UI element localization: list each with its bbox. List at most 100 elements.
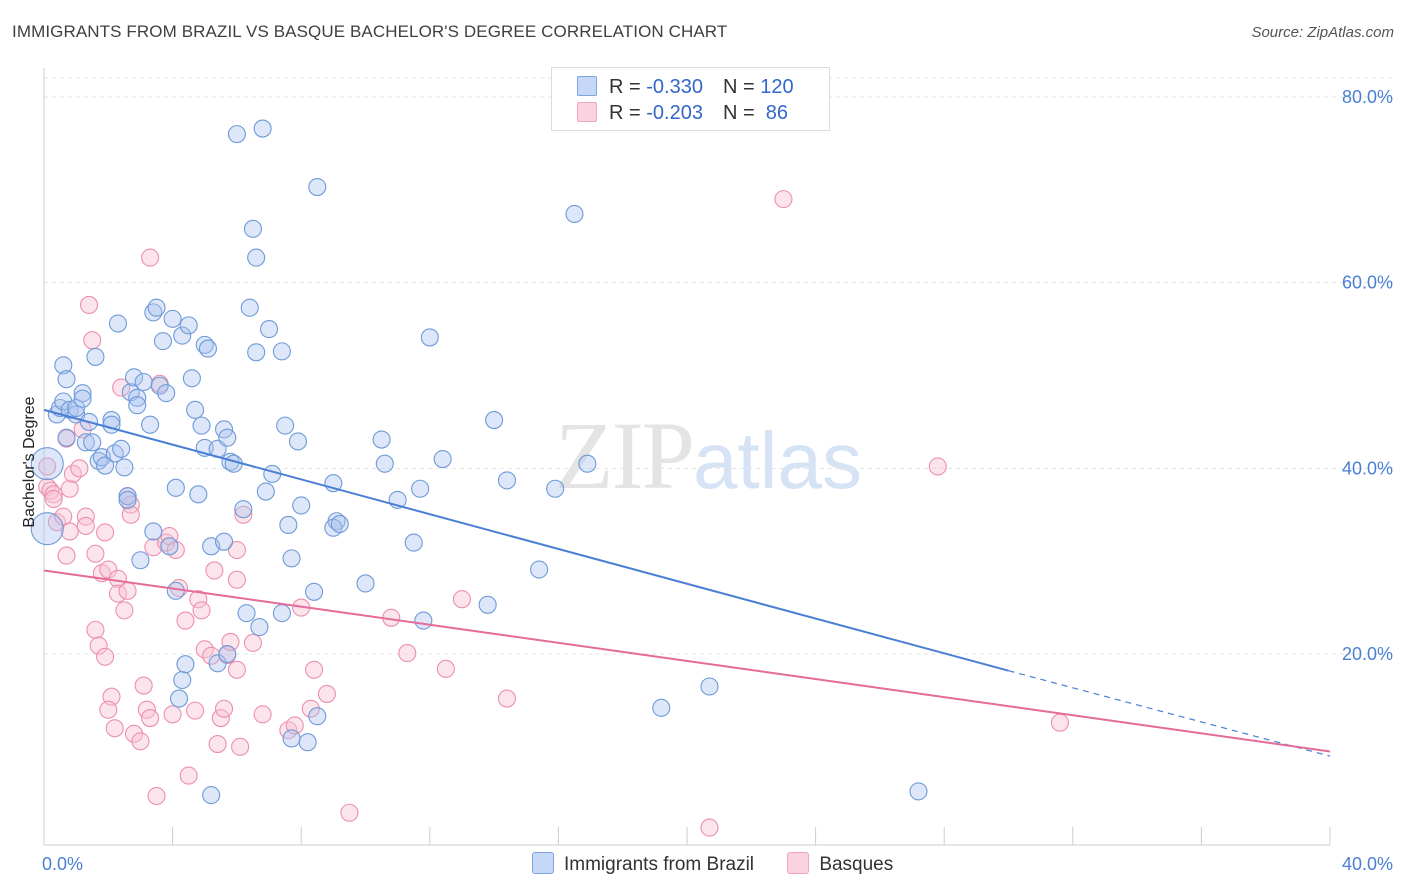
brazil-point bbox=[73, 384, 92, 403]
brazil-point bbox=[308, 707, 327, 726]
basques-point bbox=[700, 818, 719, 837]
brazil-point bbox=[30, 512, 64, 546]
brazil-point bbox=[497, 471, 517, 490]
brazil-point bbox=[546, 479, 565, 498]
y-axis-title: Bachelor's Degree bbox=[21, 396, 38, 527]
basques-point bbox=[60, 522, 79, 541]
basques-point bbox=[189, 590, 208, 609]
basques-point bbox=[176, 611, 195, 630]
brazil-point bbox=[208, 654, 227, 673]
brazil-point bbox=[288, 432, 308, 451]
legend-n-label: N = bbox=[722, 102, 761, 124]
basques-point bbox=[497, 689, 517, 708]
basques-point bbox=[202, 646, 221, 665]
basques-point bbox=[76, 516, 95, 535]
basques-point bbox=[163, 705, 182, 724]
basques-point bbox=[70, 459, 89, 478]
legend-swatch-brazil bbox=[532, 852, 554, 874]
basques-point bbox=[774, 190, 793, 209]
basques-point bbox=[192, 601, 211, 620]
brazil-point bbox=[227, 125, 246, 144]
brazil-point bbox=[530, 560, 549, 579]
basques-point bbox=[205, 561, 224, 580]
brazil-point bbox=[240, 298, 259, 317]
legend-item-brazil[interactable]: Immigrants from Brazil bbox=[532, 852, 754, 876]
basques-point bbox=[253, 705, 272, 724]
basques-point bbox=[305, 660, 324, 679]
brazil-point bbox=[308, 177, 327, 197]
basques-point bbox=[214, 699, 234, 718]
brazil-point bbox=[157, 384, 176, 403]
brazil-point bbox=[166, 478, 185, 497]
brazil-point bbox=[375, 454, 394, 473]
basques-trend-line bbox=[43, 569, 1331, 753]
y-tick-label: 20.0% bbox=[1342, 644, 1393, 664]
brazil-point bbox=[147, 298, 166, 317]
legend-row-brazil: R = -0.330 N = 120 bbox=[577, 76, 794, 102]
brazil-point bbox=[202, 786, 221, 805]
brazil-point bbox=[404, 533, 423, 552]
brazil-point bbox=[96, 456, 115, 475]
basques-point bbox=[79, 295, 99, 314]
brazil-point bbox=[411, 479, 430, 498]
brazil-point bbox=[83, 433, 102, 452]
brazil-point bbox=[134, 372, 153, 392]
basques-point bbox=[227, 540, 246, 560]
legend-swatch-basques bbox=[577, 102, 597, 122]
watermark: ZIPatlas bbox=[555, 400, 862, 511]
basques-point bbox=[301, 699, 320, 718]
basques-point bbox=[141, 248, 160, 267]
legend-swatch-basques bbox=[787, 852, 810, 874]
brazil-point bbox=[144, 522, 163, 541]
brazil-point bbox=[176, 655, 195, 674]
brazil-point bbox=[234, 500, 253, 519]
basques-point bbox=[38, 457, 57, 476]
watermark-atlas: atlas bbox=[693, 416, 862, 505]
basques-point bbox=[57, 546, 76, 565]
brazil-point bbox=[86, 347, 105, 366]
basques-point bbox=[452, 590, 472, 609]
brazil-point bbox=[243, 219, 263, 238]
basques-point bbox=[96, 647, 115, 666]
brazil-trend-line bbox=[43, 408, 1009, 672]
brazil-point bbox=[173, 670, 192, 690]
brazil-point bbox=[259, 320, 279, 339]
basques-point bbox=[112, 378, 131, 397]
brazil-point bbox=[485, 411, 504, 430]
legend-row-basques: R = -0.203 N = 86 bbox=[577, 102, 788, 128]
brazil-point bbox=[115, 458, 134, 477]
basques-point bbox=[147, 786, 166, 806]
brazil-point bbox=[214, 532, 234, 551]
basques-point bbox=[195, 640, 214, 659]
brazil-point bbox=[282, 549, 301, 568]
brazil-point bbox=[256, 482, 275, 501]
basques-point bbox=[141, 709, 160, 728]
brazil-point bbox=[76, 433, 95, 452]
y-tick-label: 60.0% bbox=[1342, 273, 1393, 293]
watermark-zip: ZIP bbox=[555, 402, 695, 509]
brazil-point bbox=[173, 326, 192, 345]
basques-point bbox=[131, 732, 150, 751]
tick-labels: 20.0% 40.0% 60.0% 80.0% 0.0% 40.0% Bachelor's … bbox=[21, 87, 1393, 874]
basques-point bbox=[105, 719, 124, 738]
brazil-points bbox=[30, 119, 928, 805]
trend-lines bbox=[43, 408, 1331, 757]
brazil-point bbox=[292, 496, 311, 515]
brazil-point bbox=[57, 428, 76, 447]
basques-point bbox=[234, 505, 253, 524]
legend-n-label: N = bbox=[722, 76, 761, 98]
chart-title: IMMIGRANTS FROM BRAZIL VS BASQUE BACHELO… bbox=[12, 22, 728, 41]
basques-point bbox=[121, 505, 140, 524]
brazil-point bbox=[272, 604, 291, 623]
basques-point bbox=[231, 737, 250, 756]
basques-points bbox=[38, 190, 1069, 837]
basques-point bbox=[179, 766, 198, 785]
legend-label-basques: Basques bbox=[819, 854, 894, 875]
brazil-point bbox=[298, 733, 317, 752]
legend-n-value: 120 bbox=[760, 76, 794, 98]
brazil-point bbox=[247, 343, 266, 362]
legend-r-value: -0.330 bbox=[646, 76, 703, 98]
brazil-point bbox=[182, 369, 201, 388]
legend-r-label: R = bbox=[609, 102, 647, 124]
legend-item-basques[interactable]: Basques bbox=[787, 852, 893, 876]
